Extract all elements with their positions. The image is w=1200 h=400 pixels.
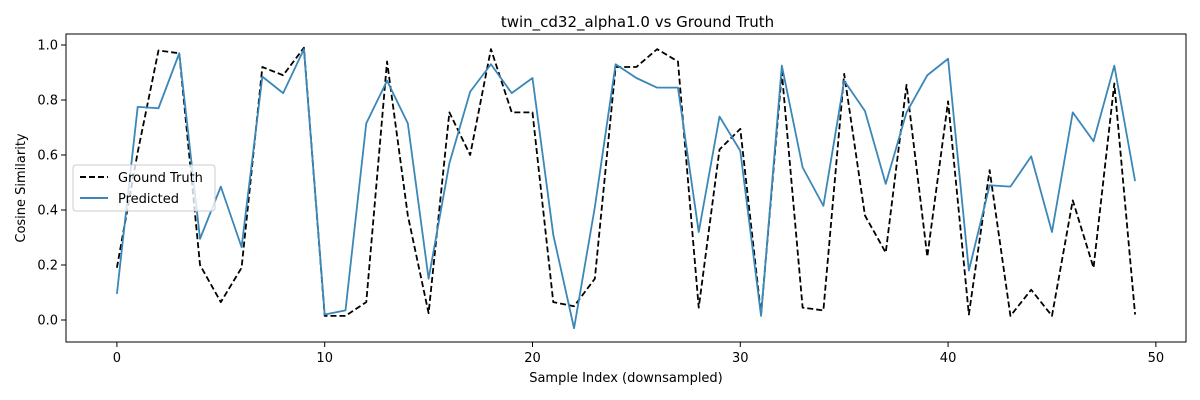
y-axis: 0.0 0.2 0.4 0.6 0.8 1.0 xyxy=(37,39,66,329)
series-group xyxy=(116,46,1136,330)
series-line-ground-truth xyxy=(116,46,1136,317)
x-tick-label: 50 xyxy=(1148,351,1165,366)
x-tick-label: 20 xyxy=(524,351,541,366)
y-tick-label: 1.0 xyxy=(37,39,58,54)
x-axis: 0 10 20 30 40 50 xyxy=(113,342,1164,366)
legend-label-ground-truth: Ground Truth xyxy=(118,171,203,186)
plot-area xyxy=(65,33,1187,343)
y-tick-label: 0.2 xyxy=(37,259,58,274)
x-tick-label: 40 xyxy=(940,351,957,366)
x-tick-label: 0 xyxy=(113,351,121,366)
chart-title: twin_cd32_alpha1.0 vs Ground Truth xyxy=(501,13,774,32)
x-axis-label: Sample Index (downsampled) xyxy=(529,371,723,386)
y-axis-label: Cosine Similarity xyxy=(14,133,29,243)
series-line-predicted xyxy=(116,48,1136,330)
x-tick-label: 10 xyxy=(316,351,333,366)
legend-box xyxy=(72,164,216,212)
y-tick-label: 0.0 xyxy=(37,314,58,329)
y-tick-label: 0.4 xyxy=(37,204,58,219)
legend: Ground Truth Predicted xyxy=(72,164,216,212)
y-tick-label: 0.6 xyxy=(37,149,58,164)
x-tick-label: 30 xyxy=(732,351,749,366)
y-tick-label: 0.8 xyxy=(37,94,58,109)
legend-label-predicted: Predicted xyxy=(118,192,179,207)
